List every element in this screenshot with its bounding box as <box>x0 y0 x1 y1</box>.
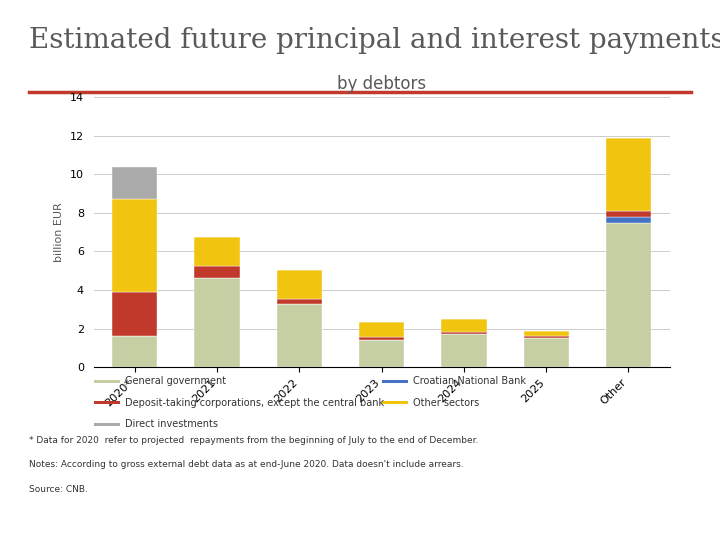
Text: Other sectors: Other sectors <box>413 398 480 408</box>
Bar <box>359 340 404 367</box>
Y-axis label: billion EUR: billion EUR <box>54 202 64 262</box>
Bar <box>112 292 158 336</box>
Bar <box>606 211 651 217</box>
Bar <box>523 336 569 338</box>
Bar <box>359 338 404 340</box>
Bar <box>606 217 651 222</box>
Bar <box>441 319 487 333</box>
Title: by debtors: by debtors <box>337 75 426 93</box>
Text: Source: CNB.: Source: CNB. <box>29 485 88 494</box>
Bar <box>359 322 404 338</box>
Text: Deposit-taking corporations, except the central bank: Deposit-taking corporations, except the … <box>125 398 384 408</box>
FancyBboxPatch shape <box>94 401 120 404</box>
Text: General government: General government <box>125 376 226 387</box>
Bar <box>441 334 487 367</box>
Bar <box>194 237 240 266</box>
Text: * Data for 2020  refer to projected  repayments from the beginning of July to th: * Data for 2020 refer to projected repay… <box>29 435 478 444</box>
Bar <box>523 330 569 336</box>
FancyBboxPatch shape <box>94 423 120 426</box>
Bar <box>194 279 240 367</box>
Bar <box>606 138 651 211</box>
Bar <box>112 336 158 367</box>
Bar <box>276 303 322 367</box>
Text: Croatian National Bank: Croatian National Bank <box>413 376 526 387</box>
FancyBboxPatch shape <box>382 401 408 404</box>
Bar <box>523 338 569 367</box>
Text: CROATIAN NATIONAL BANK: CROATIAN NATIONAL BANK <box>265 520 455 533</box>
Text: Notes: According to gross external debt data as at end-June 2020. Data doesn't i: Notes: According to gross external debt … <box>29 460 464 469</box>
Bar <box>112 199 158 292</box>
Bar <box>276 270 322 299</box>
Text: Estimated future principal and interest payments: Estimated future principal and interest … <box>29 27 720 54</box>
FancyBboxPatch shape <box>382 380 408 383</box>
Text: Direct investments: Direct investments <box>125 419 218 429</box>
FancyBboxPatch shape <box>94 380 120 383</box>
Bar <box>112 167 158 199</box>
Bar <box>194 266 240 279</box>
Bar <box>276 299 322 303</box>
Bar <box>606 222 651 367</box>
Bar <box>441 333 487 334</box>
